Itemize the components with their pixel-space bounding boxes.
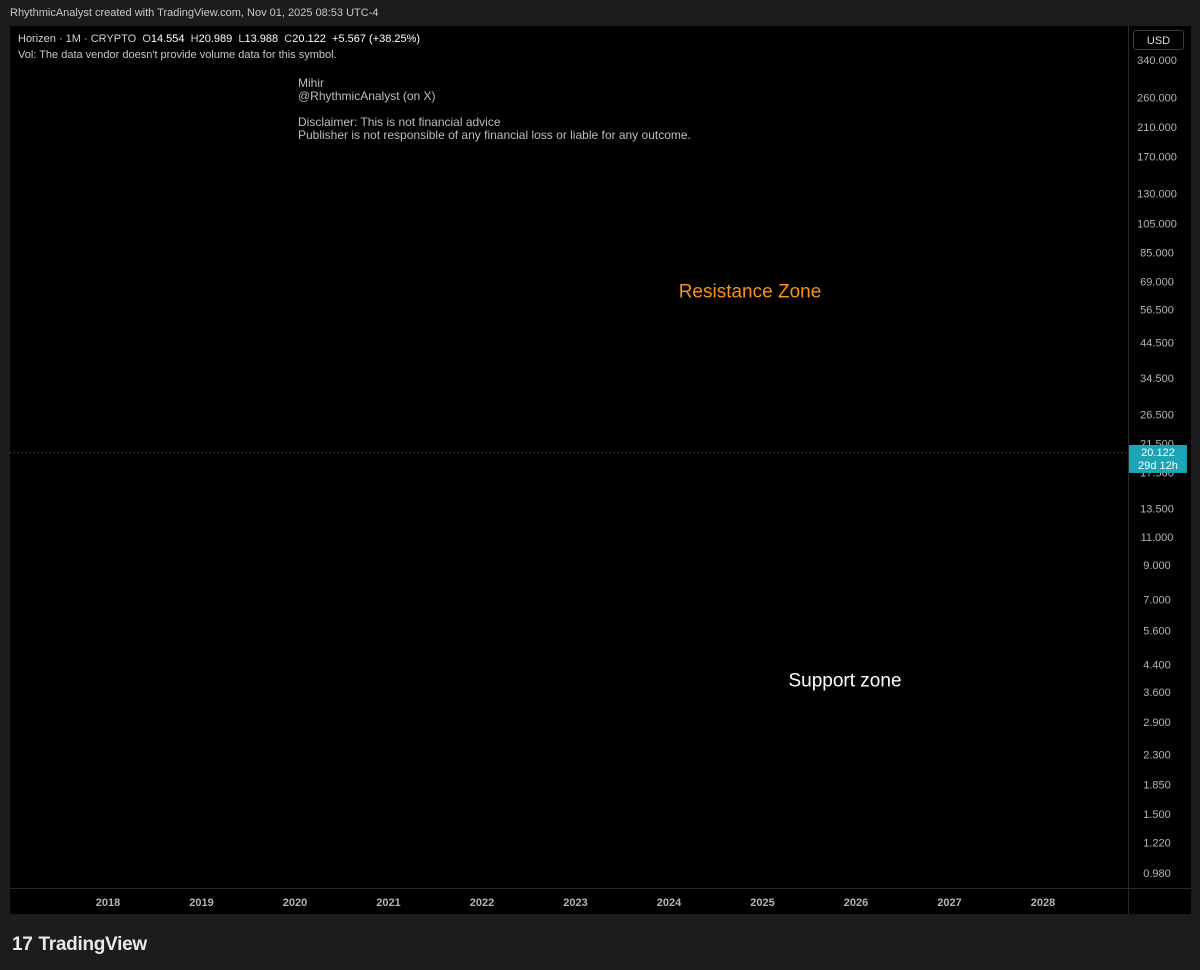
disclaimer-line-1: Disclaimer: This is not financial advice bbox=[298, 115, 501, 129]
currency-button[interactable]: USD bbox=[1133, 30, 1184, 50]
close-value: 20.122 bbox=[292, 33, 326, 45]
symbol-legend: Horizen · 1M · CRYPTO O14.554 H20.989 L1… bbox=[18, 33, 420, 45]
author-note: Mihir @RhythmicAnalyst (on X) Disclaimer… bbox=[298, 77, 691, 142]
credit-text: RhythmicAnalyst created with TradingView… bbox=[10, 7, 379, 19]
change-value: +5.567 (+38.25%) bbox=[332, 33, 421, 45]
bottom-bar bbox=[0, 914, 1200, 970]
axis-corner bbox=[1128, 888, 1191, 915]
tradingview-logo-text: TradingView bbox=[38, 934, 148, 955]
chart-pane[interactable] bbox=[10, 26, 1128, 888]
symbol-name: Horizen · 1M · CRYPTO bbox=[18, 33, 137, 45]
close-label: C bbox=[284, 33, 293, 45]
tradingview-logo[interactable]: 17 TradingView bbox=[12, 934, 147, 956]
author-handle: @RhythmicAnalyst (on X) bbox=[298, 89, 436, 103]
open-value: 14.554 bbox=[150, 33, 185, 45]
credit-bar: RhythmicAnalyst created with TradingView… bbox=[0, 0, 1200, 26]
tradingview-logo-icon: 17 bbox=[12, 934, 33, 955]
volume-note: Vol: The data vendor doesn't provide vol… bbox=[18, 49, 337, 61]
author-name: Mihir bbox=[298, 76, 324, 90]
disclaimer-line-2: Publisher is not responsible of any fina… bbox=[298, 128, 691, 142]
high-label: H bbox=[190, 33, 199, 45]
time-axis[interactable] bbox=[10, 888, 1128, 915]
low-label: L bbox=[238, 33, 245, 45]
high-value: 20.989 bbox=[198, 33, 233, 45]
low-value: 13.988 bbox=[244, 33, 279, 45]
open-label: O bbox=[142, 33, 151, 45]
price-axis[interactable] bbox=[1128, 26, 1191, 888]
